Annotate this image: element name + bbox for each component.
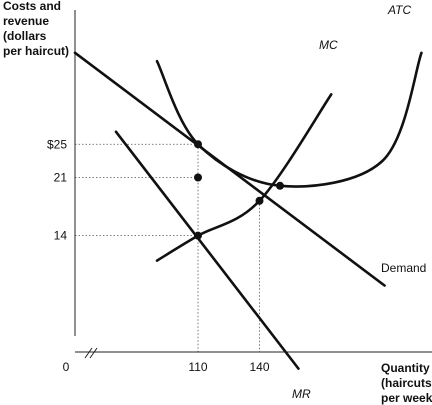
x-axis-title-line: (haircuts xyxy=(381,376,432,390)
demand-label: Demand xyxy=(381,261,426,275)
data-point xyxy=(194,231,202,240)
curves xyxy=(73,51,423,370)
guide-lines xyxy=(75,143,260,352)
x-axis-title-line: Quantity xyxy=(381,361,430,375)
mc-curve xyxy=(155,93,333,262)
axes xyxy=(74,10,432,359)
mr-curve xyxy=(114,130,300,370)
axis-break-mark xyxy=(89,347,98,359)
data-point xyxy=(276,181,284,190)
x-axis-title-line: per week) xyxy=(381,391,432,405)
y-axis-title-line: Costs and xyxy=(3,0,61,13)
atc-curve xyxy=(155,51,423,188)
mc-label: MC xyxy=(319,38,338,52)
x-tick-label: 110 xyxy=(188,360,207,374)
data-point xyxy=(194,173,202,182)
y-axis-title-line: (dollars xyxy=(3,29,47,43)
axis-break-mark xyxy=(84,347,93,359)
y-axis-title-line: revenue xyxy=(3,14,49,28)
y-axis-title-line: per haircut) xyxy=(3,44,69,58)
y-tick-label: 14 xyxy=(54,229,68,243)
atc-label: ATC xyxy=(387,3,411,17)
x-tick-label: 140 xyxy=(249,360,269,374)
mr-label: MR xyxy=(292,387,311,401)
origin-label: 0 xyxy=(63,360,70,374)
y-tick-label: $25 xyxy=(47,137,67,151)
data-point xyxy=(194,140,202,149)
y-tick-label: 21 xyxy=(54,170,68,184)
data-point xyxy=(255,196,264,205)
intersection-markers xyxy=(194,140,284,240)
